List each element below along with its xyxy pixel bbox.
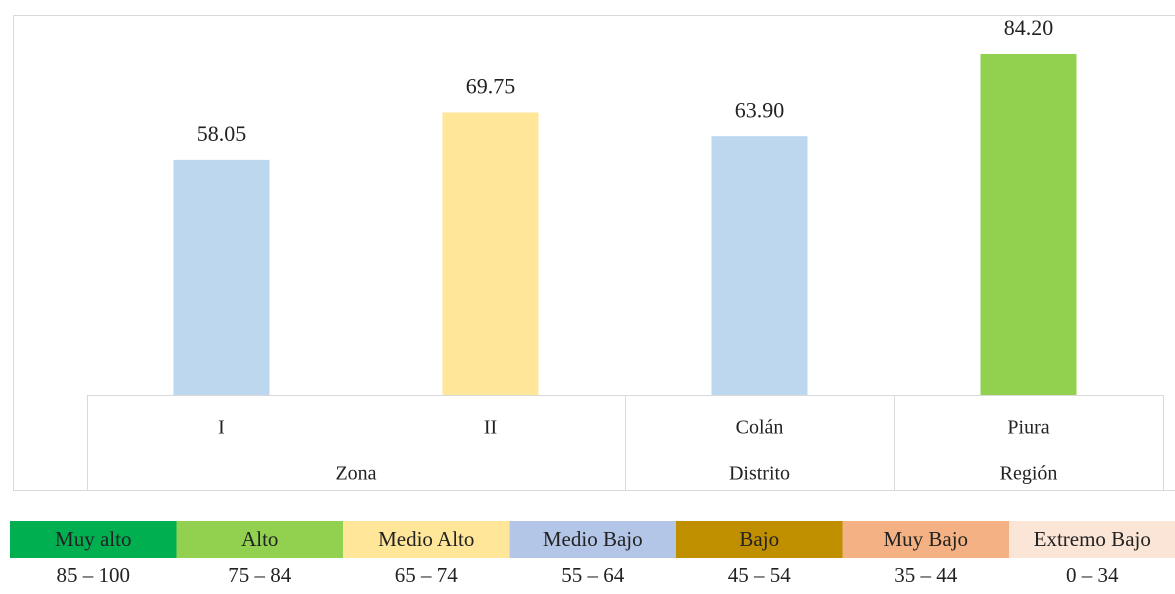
- legend-swatch: [1009, 521, 1175, 558]
- bar: [711, 136, 808, 395]
- legend-range: 75 – 84: [228, 563, 292, 587]
- legend-label: Muy Bajo: [883, 527, 968, 551]
- data-label: 69.75: [466, 74, 516, 99]
- legend-range: 55 – 64: [561, 563, 625, 587]
- legend-range: 35 – 44: [894, 563, 958, 587]
- data-label: 58.05: [197, 121, 247, 146]
- bar: [173, 159, 270, 395]
- legend-swatch: [176, 521, 343, 558]
- bar: [442, 112, 539, 395]
- data-label: 84.20: [1004, 15, 1054, 40]
- legend-swatch: [10, 521, 177, 558]
- legend-range: 85 – 100: [57, 563, 131, 587]
- legend-range: 45 – 54: [728, 563, 792, 587]
- legend-swatch: [842, 521, 1009, 558]
- x-tick-label: Piura: [1007, 417, 1049, 439]
- legend-range: 0 – 34: [1066, 563, 1119, 587]
- group-label: Zona: [335, 463, 376, 485]
- legend-range: 65 – 74: [395, 563, 459, 587]
- x-tick-label: I: [218, 417, 225, 439]
- legend-swatch: [343, 521, 510, 558]
- bar: [980, 53, 1077, 396]
- legend-label: Muy alto: [55, 527, 131, 551]
- legend-swatch: [509, 521, 676, 558]
- group-label: Distrito: [729, 463, 790, 485]
- group-label: Región: [1000, 463, 1058, 485]
- data-label: 63.90: [735, 97, 785, 122]
- legend-label: Medio Bajo: [543, 527, 643, 551]
- x-tick-label: Colán: [736, 417, 784, 439]
- legend-label: Bajo: [739, 527, 779, 551]
- legend-swatch: [676, 521, 843, 558]
- legend-label: Extremo Bajo: [1034, 527, 1151, 551]
- chart-border: [13, 15, 1175, 491]
- legend-label: Alto: [241, 527, 278, 551]
- x-tick-label: II: [484, 417, 497, 439]
- legend-label: Medio Alto: [378, 527, 474, 551]
